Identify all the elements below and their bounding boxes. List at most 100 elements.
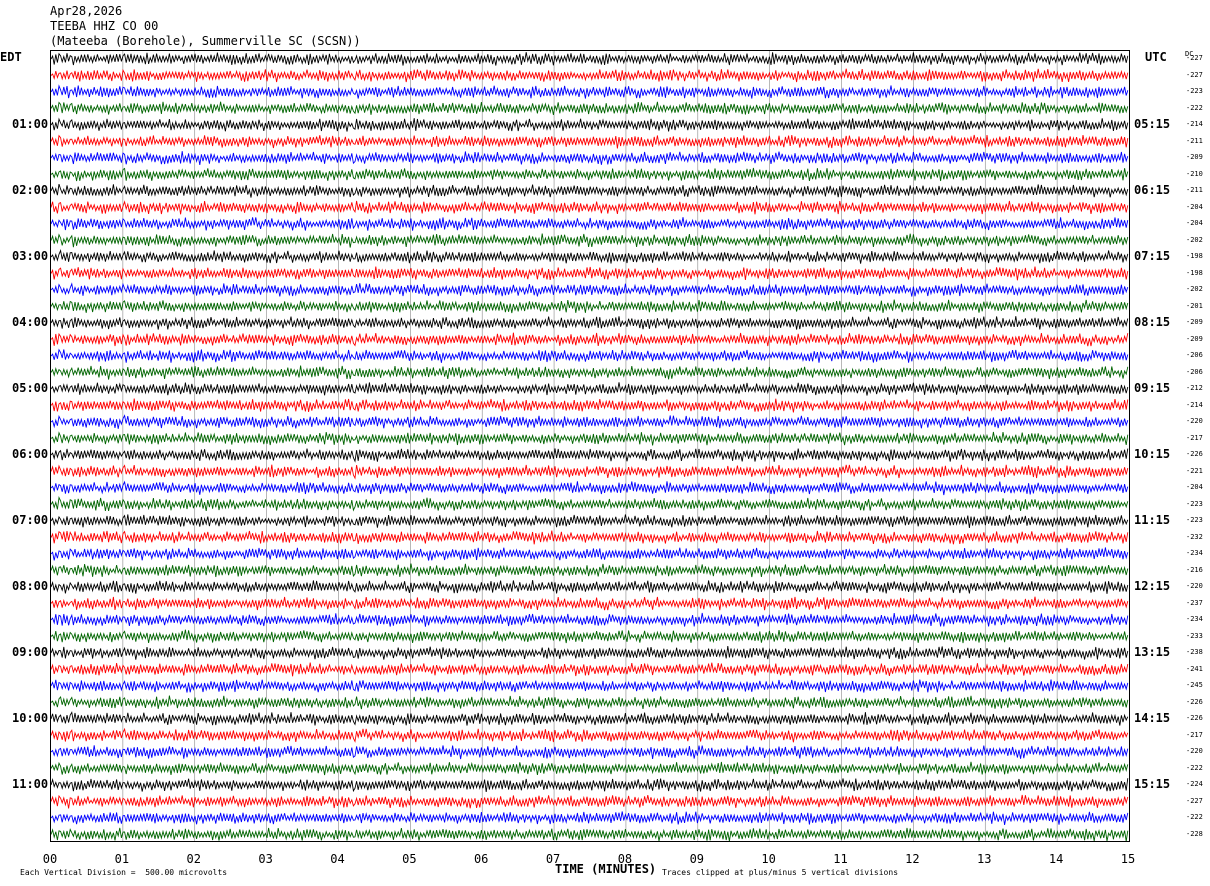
dc-offset-value: -226 bbox=[1186, 714, 1203, 722]
left-timezone-label: EDT bbox=[0, 50, 22, 64]
seismic-trace bbox=[51, 596, 1129, 611]
dc-offset-value: -217 bbox=[1186, 730, 1203, 739]
left-time-label: 04:00 bbox=[12, 315, 49, 329]
right-time-label: 05:15 bbox=[1134, 117, 1171, 131]
dc-offset-value: -206 bbox=[1186, 367, 1203, 376]
dc-offset-value: -220 bbox=[1186, 582, 1203, 590]
seismic-trace bbox=[51, 480, 1129, 496]
seismic-trace bbox=[51, 530, 1129, 545]
dc-offset-value: -212 bbox=[1186, 384, 1203, 392]
seismic-trace bbox=[51, 662, 1129, 677]
seismic-trace bbox=[51, 398, 1129, 413]
dc-offset-value: -233 bbox=[1186, 631, 1203, 640]
seismic-trace bbox=[51, 332, 1129, 347]
seismic-trace bbox=[51, 217, 1129, 231]
dc-offset-value: -204 bbox=[1186, 202, 1203, 211]
left-time-label: 02:00 bbox=[12, 183, 49, 197]
right-time-label: 09:15 bbox=[1134, 381, 1171, 395]
seismic-trace bbox=[51, 68, 1129, 83]
seismic-trace bbox=[51, 249, 1129, 264]
seismic-trace bbox=[51, 431, 1129, 446]
left-time-label: 01:00 bbox=[12, 117, 49, 131]
x-tick-label: 12 bbox=[905, 852, 920, 866]
dc-offset-value: -217 bbox=[1186, 433, 1203, 442]
seismic-trace bbox=[51, 827, 1129, 841]
seismic-trace bbox=[51, 563, 1129, 578]
dc-offset-value: -227 bbox=[1186, 54, 1203, 62]
dc-offset-value: -206 bbox=[1186, 351, 1203, 359]
dc-offset-value: -220 bbox=[1186, 417, 1203, 425]
seismic-trace bbox=[51, 745, 1129, 760]
left-time-label: 03:00 bbox=[12, 249, 49, 263]
dc-offset-value: -202 bbox=[1186, 285, 1203, 293]
dc-offset-value: -211 bbox=[1186, 136, 1203, 145]
dc-offset-value: -223 bbox=[1186, 87, 1203, 95]
x-tick-label: 06 bbox=[473, 852, 489, 866]
dc-offset-value: -223 bbox=[1186, 499, 1203, 508]
dc-offset-value: -221 bbox=[1186, 466, 1203, 475]
seismic-trace bbox=[51, 52, 1129, 66]
plot-date: Apr28,2026 bbox=[50, 4, 123, 18]
clipping-note: Traces clipped at plus/minus 5 vertical … bbox=[662, 868, 899, 877]
x-tick-label: 14 bbox=[1048, 852, 1064, 866]
seismic-trace bbox=[51, 282, 1129, 297]
dc-offset-value: -220 bbox=[1186, 747, 1203, 755]
dc-offset-value: -209 bbox=[1186, 334, 1203, 343]
seismic-trace bbox=[51, 711, 1129, 726]
right-time-label: 15:15 bbox=[1134, 777, 1171, 791]
seismic-trace bbox=[51, 151, 1129, 165]
right-time-label: 14:15 bbox=[1134, 711, 1171, 725]
seismic-trace bbox=[51, 414, 1129, 429]
right-time-label: 08:15 bbox=[1134, 315, 1171, 329]
left-time-label: 11:00 bbox=[12, 777, 49, 791]
dc-offset-value: -227 bbox=[1186, 70, 1203, 79]
x-tick-label: 07 bbox=[545, 852, 561, 866]
x-axis-label: TIME (MINUTES) bbox=[555, 862, 657, 876]
seismic-trace bbox=[51, 777, 1129, 793]
right-time-label: 11:15 bbox=[1134, 513, 1171, 527]
dc-offset-value: -241 bbox=[1186, 664, 1203, 673]
x-tick-label: 04 bbox=[330, 852, 345, 866]
dc-offset-value: -234 bbox=[1186, 615, 1203, 623]
dc-offset-value: -214 bbox=[1186, 400, 1203, 409]
station-location: (Mateeba (Borehole), Summerville SC (SCS… bbox=[50, 34, 361, 48]
x-tick-label: 11 bbox=[833, 852, 848, 866]
right-time-label: 13:15 bbox=[1134, 645, 1171, 659]
dc-offset-value: -202 bbox=[1186, 235, 1203, 244]
dc-offset-value: -222 bbox=[1186, 813, 1203, 821]
dc-offset-value: -210 bbox=[1186, 169, 1203, 178]
x-tick-label: 13 bbox=[977, 852, 992, 866]
left-time-label: 07:00 bbox=[12, 513, 49, 527]
right-timezone-label: UTC bbox=[1145, 50, 1167, 64]
seismic-trace bbox=[51, 794, 1129, 809]
dc-offset-value: -227 bbox=[1186, 796, 1203, 805]
x-tick-label: 01 bbox=[114, 852, 130, 866]
seismic-trace bbox=[51, 200, 1129, 215]
seismic-trace bbox=[51, 84, 1129, 99]
x-tick-label: 02 bbox=[186, 852, 201, 866]
seismic-trace bbox=[51, 134, 1129, 149]
dc-offset-value: -234 bbox=[1186, 549, 1203, 557]
seismic-trace bbox=[51, 448, 1129, 463]
seismic-trace bbox=[51, 183, 1129, 198]
dc-offset-value: -211 bbox=[1186, 186, 1203, 194]
dc-offset-value: -232 bbox=[1186, 532, 1203, 541]
dc-offset-value: -226 bbox=[1186, 697, 1203, 706]
seismic-trace bbox=[51, 811, 1129, 825]
seismic-trace bbox=[51, 727, 1129, 743]
left-time-label: 08:00 bbox=[12, 579, 49, 593]
seismic-trace bbox=[51, 679, 1129, 693]
trace-canvas bbox=[51, 51, 1129, 841]
dc-offset-value: -237 bbox=[1186, 598, 1203, 607]
seismic-trace bbox=[51, 514, 1129, 528]
seismic-trace bbox=[51, 464, 1129, 480]
dc-offset-value: -238 bbox=[1186, 648, 1203, 656]
x-tick-label: 00 bbox=[42, 852, 58, 866]
seismic-trace bbox=[51, 580, 1129, 594]
helicorder-plot bbox=[50, 50, 1130, 842]
seismic-trace bbox=[51, 348, 1129, 363]
dc-offset-value: -204 bbox=[1186, 219, 1203, 227]
x-tick-label: 03 bbox=[258, 852, 273, 866]
seismic-trace bbox=[51, 646, 1129, 660]
seismic-trace bbox=[51, 266, 1129, 281]
